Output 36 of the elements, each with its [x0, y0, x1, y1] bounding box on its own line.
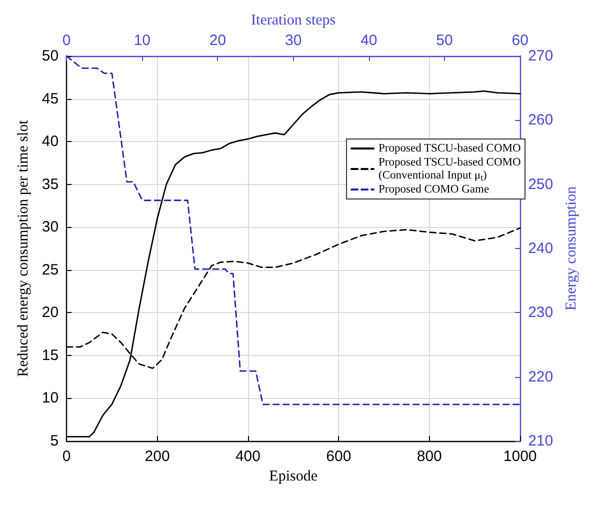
y2-tick-label: 220	[528, 368, 554, 386]
legend-label: Proposed TSCU-based COMO	[378, 142, 521, 154]
x-tick-label: 800	[416, 448, 442, 465]
x-tick-label: 200	[144, 448, 170, 465]
x2-tick-label: 20	[209, 32, 226, 49]
x2-axis-title: Iteration steps	[251, 12, 336, 29]
y-tick-label: 35	[42, 176, 59, 193]
y-tick-label: 20	[42, 304, 59, 322]
x-tick-label: 0	[62, 448, 71, 465]
y-tick-label: 45	[42, 90, 59, 108]
y2-tick-label: 270	[528, 48, 554, 64]
x-axis-title: Episode	[269, 468, 318, 484]
y-tick-label: 15	[42, 346, 59, 364]
legend-label: Proposed COMO Game	[378, 184, 490, 196]
y2-tick-label: 250	[528, 176, 554, 193]
y2-axis-title: Energy consumption	[564, 186, 580, 311]
y-tick-label: 30	[42, 218, 59, 236]
y-axis-title: Reduced energy consumption per time slot	[16, 119, 32, 377]
y2-tick-label: 240	[528, 240, 554, 257]
y-tick-label: 50	[42, 48, 59, 64]
y2-tick-label: 260	[528, 112, 554, 129]
y-tick-label: 5	[50, 432, 59, 450]
x-tick-label: 1000	[503, 448, 537, 465]
x2-tick-label: 10	[134, 32, 151, 49]
y2-tick-label: 230	[528, 304, 554, 322]
x-tick-label: 400	[235, 448, 260, 465]
y-tick-label: 25	[42, 261, 59, 278]
x-tick-label: 600	[326, 448, 352, 465]
x2-tick-label: 30	[284, 32, 302, 49]
y-tick-label: 40	[42, 133, 59, 150]
x2-tick-label: 60	[512, 32, 528, 49]
y2-tick-label: 210	[528, 432, 554, 450]
x2-tick-label: 50	[436, 32, 453, 49]
y-tick-label: 10	[42, 390, 59, 407]
x2-tick-label: 0	[62, 32, 71, 49]
x2-tick-label: 40	[360, 32, 378, 49]
